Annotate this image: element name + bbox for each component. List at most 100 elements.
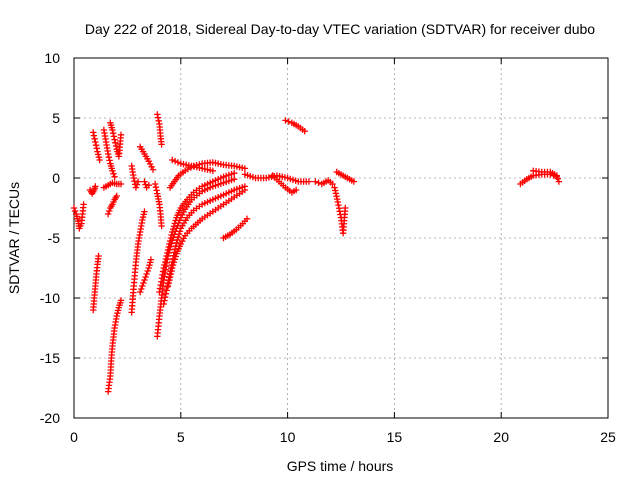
data-point	[342, 204, 349, 212]
data-point	[104, 210, 112, 218]
data-point	[114, 307, 122, 314]
series-arc-29	[333, 168, 358, 185]
data-point	[166, 237, 174, 245]
chart-title: Day 222 of 2018, Sidereal Day-to-day VTE…	[85, 21, 595, 37]
data-point	[104, 150, 112, 158]
y-tick-label: 0	[52, 170, 60, 186]
data-point	[172, 217, 179, 224]
x-tick-labels: 0 5 10 15 20 25	[70, 429, 616, 445]
data-point	[164, 249, 171, 257]
data-point	[130, 174, 138, 182]
data-point	[174, 159, 182, 166]
series-arc-14	[141, 178, 152, 191]
data-point	[171, 220, 179, 227]
data-point	[140, 211, 147, 218]
series-arc-13	[137, 256, 155, 296]
data-point	[80, 201, 87, 208]
data-point	[241, 165, 249, 172]
data-point	[106, 157, 113, 164]
series-arc-01	[70, 201, 87, 232]
data-point	[312, 178, 319, 185]
series-arc-12	[137, 143, 157, 173]
series-arc-28	[331, 184, 349, 237]
data-point	[155, 117, 162, 124]
grid	[74, 58, 608, 418]
data-point	[167, 270, 175, 278]
data-point	[161, 258, 169, 266]
series-arc-09	[107, 119, 125, 160]
data-point	[141, 276, 148, 284]
data-point	[164, 283, 171, 291]
data-point	[165, 279, 172, 287]
data-point	[90, 132, 98, 139]
data-point	[553, 172, 560, 179]
data-point	[117, 131, 125, 138]
series-arc-23	[220, 215, 251, 242]
data-point	[112, 142, 120, 150]
series-arc-03	[90, 129, 103, 164]
data-point	[168, 231, 175, 239]
series-arc-20	[164, 186, 249, 290]
data-point	[169, 156, 176, 164]
series-arc-06	[100, 179, 125, 191]
data-point	[170, 223, 178, 230]
data-point	[160, 300, 167, 308]
data-point	[94, 148, 101, 155]
data-point	[109, 126, 116, 134]
data-point	[140, 279, 147, 287]
data-point	[151, 180, 159, 188]
data-point	[329, 180, 336, 188]
data-point	[91, 135, 98, 142]
data-point	[114, 310, 121, 317]
data-point	[141, 178, 148, 185]
data-point	[158, 222, 165, 230]
data-point	[137, 288, 144, 296]
data-point	[95, 154, 103, 161]
data-point	[111, 173, 118, 180]
y-tick-label: 5	[52, 110, 60, 126]
data-point	[138, 285, 145, 293]
data-point	[171, 256, 179, 263]
data-point	[174, 236, 181, 244]
data-point	[292, 186, 300, 194]
data-point	[554, 175, 562, 182]
data-point	[169, 225, 177, 233]
data-point	[162, 290, 170, 297]
data-point	[143, 270, 150, 278]
data-point	[96, 156, 103, 164]
data-point	[160, 264, 167, 272]
x-tick-label: 15	[387, 429, 403, 445]
y-tick-label: 10	[44, 50, 60, 66]
data-point	[301, 128, 308, 135]
data-point	[111, 136, 118, 143]
data-point	[161, 297, 168, 304]
data-point	[555, 178, 563, 185]
data-point	[145, 158, 152, 165]
data-markers	[70, 111, 563, 395]
data-point	[149, 166, 157, 173]
data-point	[180, 235, 187, 242]
data-point	[113, 312, 120, 320]
x-tick-label: 20	[493, 429, 509, 445]
data-point	[92, 138, 99, 146]
data-point	[172, 253, 179, 260]
data-point	[144, 267, 151, 275]
x-tick-label: 10	[280, 429, 296, 445]
data-point	[95, 151, 102, 158]
data-point	[231, 170, 238, 177]
y-axis-label: SDTVAR / TECUs	[6, 182, 22, 294]
data-point	[285, 118, 292, 125]
x-axis-label: GPS time / hours	[287, 458, 394, 474]
data-point	[139, 216, 146, 224]
series-arc-11	[128, 208, 148, 316]
data-point	[177, 240, 184, 248]
series-arc-05	[100, 126, 118, 180]
data-point	[146, 259, 154, 266]
data-point	[152, 184, 160, 191]
data-point	[282, 117, 289, 124]
series-arc-07	[104, 297, 125, 395]
data-point	[117, 297, 125, 304]
y-tick-label: -10	[40, 290, 60, 306]
data-point	[110, 170, 117, 177]
